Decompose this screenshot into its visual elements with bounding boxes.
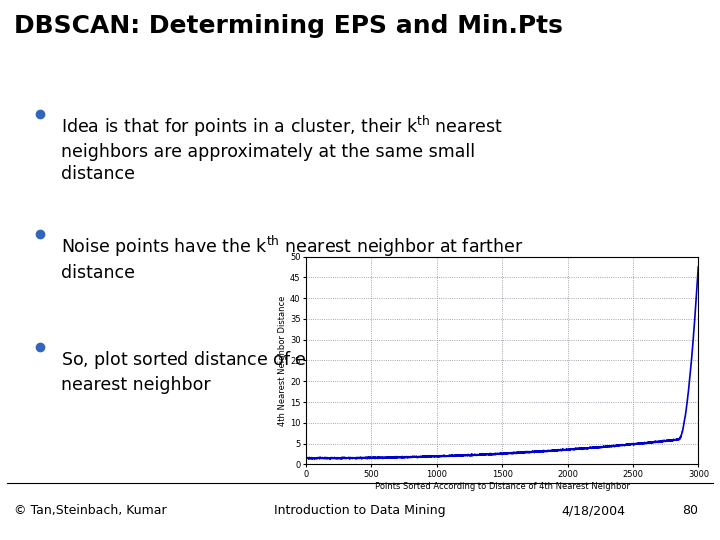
Text: So, plot sorted distance of every point to its k$^{\mathrm{th}}$
nearest neighbo: So, plot sorted distance of every point … [61,347,472,394]
Text: Idea is that for points in a cluster, their k$^{\mathrm{th}}$ nearest
neighbors : Idea is that for points in a cluster, th… [61,113,503,183]
Text: 80: 80 [683,504,698,517]
Text: 4/18/2004: 4/18/2004 [562,504,626,517]
Text: DBSCAN: Determining EPS and Min.Pts: DBSCAN: Determining EPS and Min.Pts [14,14,563,38]
Y-axis label: 4th Nearest Neighbor Distance: 4th Nearest Neighbor Distance [278,295,287,426]
X-axis label: Points Sorted According to Distance of 4th Nearest Neighbor: Points Sorted According to Distance of 4… [374,482,630,491]
Text: © Tan,Steinbach, Kumar: © Tan,Steinbach, Kumar [14,504,167,517]
Text: Introduction to Data Mining: Introduction to Data Mining [274,504,446,517]
Text: Noise points have the k$^{\mathrm{th}}$ nearest neighbor at farther
distance: Noise points have the k$^{\mathrm{th}}$ … [61,234,523,281]
